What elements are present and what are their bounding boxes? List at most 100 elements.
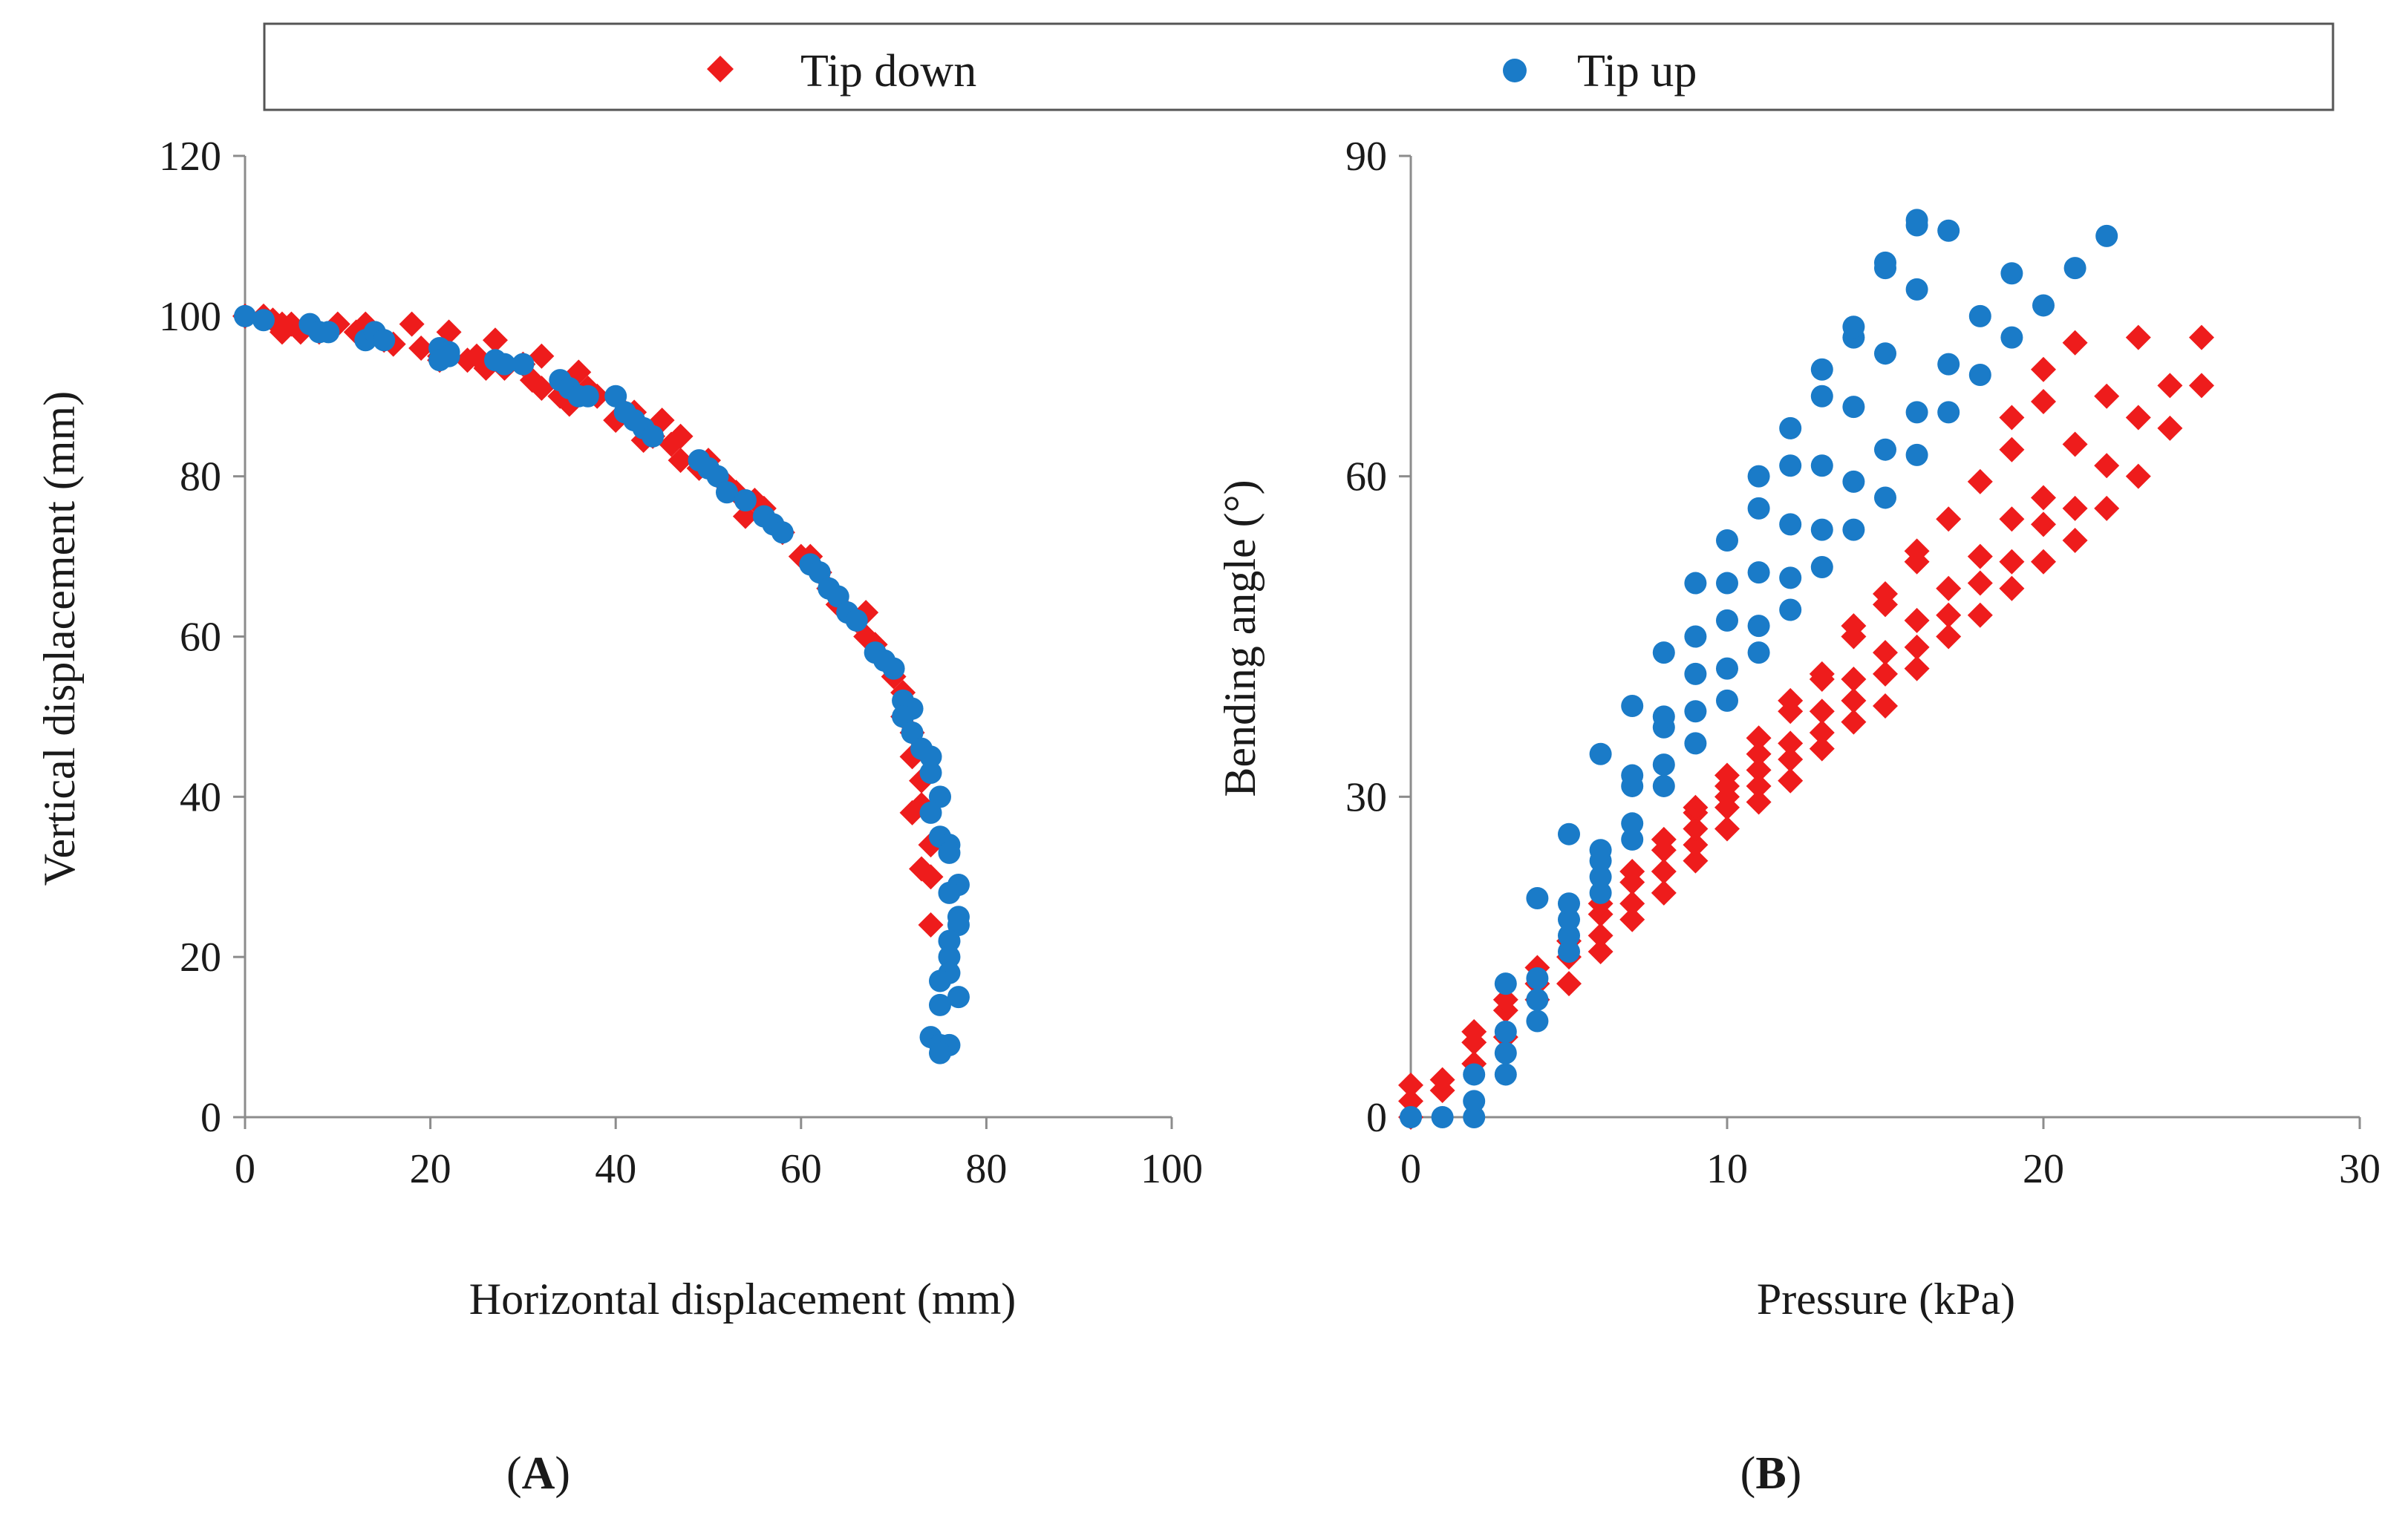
panel-b-point-tip-down — [1461, 1018, 1487, 1044]
panel-a-point-tip-down — [529, 343, 555, 369]
panel-b-point-tip-down — [2125, 463, 2151, 489]
panel-b-point-tip-down — [1746, 773, 1772, 799]
panel-a-x-tick-label: 0 — [235, 1146, 255, 1192]
panel-b-point-tip-down — [1904, 538, 1930, 564]
panel-a-point-tip-up — [919, 745, 942, 768]
panel-a-point-tip-down — [918, 912, 944, 938]
panel-b-point-tip-down — [1967, 543, 1993, 569]
panel-b-point-tip-down — [1556, 971, 1582, 997]
panel-b-point-tip-up — [2000, 326, 2023, 349]
panel-b-point-tip-down — [1967, 570, 1993, 596]
panel-b-point-tip-up — [2032, 294, 2055, 317]
panel-b-point-tip-up — [1779, 598, 1802, 621]
panel-b-point-tip-up — [1874, 438, 1896, 461]
panel-b-point-tip-down — [1398, 1072, 1423, 1098]
panel-b-point-tip-up — [1937, 353, 1960, 376]
panel-a-point-tip-up — [373, 329, 396, 352]
panel-b-point-tip-up — [1779, 454, 1802, 477]
panel-b-point-tip-down — [1936, 624, 1962, 650]
panel-b-point-tip-up — [1874, 486, 1896, 509]
panel-b-point-tip-down — [2031, 356, 2056, 382]
panel-b-point-tip-up — [1494, 1020, 1517, 1043]
panel-b-point-tip-up — [1652, 774, 1675, 797]
panel-b-point-tip-up — [1526, 887, 1549, 910]
panel-a-point-tip-down — [529, 375, 555, 401]
panel-b-point-tip-down — [2062, 330, 2088, 356]
panel-b-x-axis-label: Pressure (kPa) — [1757, 1275, 2015, 1324]
panel-b-point-tip-up — [1716, 529, 1738, 552]
panel-b-point-tip-down — [2031, 511, 2056, 537]
legend-label-tip-up: Tip up — [1577, 46, 1697, 97]
panel-b-caption-letter: B — [1755, 1448, 1786, 1499]
panel-b-point-tip-down — [2189, 373, 2214, 399]
panel-b-point-tip-down — [1841, 709, 1867, 735]
panel-b-point-tip-down — [1873, 693, 1898, 719]
panel-b-point-tip-up — [1968, 363, 1991, 386]
panel-b-caption-close: ) — [1787, 1448, 1802, 1499]
panel-b-point-tip-down — [2157, 373, 2183, 399]
panel-b-point-tip-up — [1810, 454, 1833, 477]
panel-b-point-tip-up — [1684, 700, 1707, 723]
panel-a-y-tick-label: 0 — [200, 1095, 221, 1141]
panel-b-point-tip-down — [1999, 506, 2025, 532]
panel-b-point-tip-down — [1936, 602, 1962, 628]
panel-b-point-tip-up — [1526, 966, 1549, 990]
panel-a-y-axis-label: Vertical displacement (mm) — [35, 391, 84, 886]
panel-b-caption-open: ( — [1740, 1448, 1756, 1499]
legend-frame — [263, 22, 2334, 111]
panel-b-x-tick-label: 0 — [1400, 1146, 1421, 1192]
panel-b-x-tick-label: 20 — [2023, 1146, 2064, 1192]
panel-b-point-tip-up — [1747, 561, 1770, 584]
panel-b-point-tip-down — [1999, 575, 2025, 601]
panel-b-point-tip-up — [1558, 892, 1580, 915]
panel-b-point-tip-up — [1589, 866, 1612, 889]
panel-b-point-tip-up — [1589, 881, 1612, 904]
panel-b-point-tip-up — [1874, 251, 1896, 274]
panel-b-point-tip-up — [1621, 812, 1644, 835]
panel-b-point-tip-down — [1683, 816, 1709, 842]
panel-a-point-tip-up — [929, 993, 951, 1016]
panel-b-point-tip-down — [1429, 1067, 1455, 1093]
panel-b-point-tip-down — [1746, 741, 1772, 767]
panel-a-point-tip-up — [252, 309, 275, 332]
panel-a-caption-open: ( — [506, 1448, 522, 1499]
panel-b-point-tip-down — [2031, 485, 2056, 511]
panel-b-point-tip-down — [1809, 720, 1835, 745]
panel-a-point-tip-up — [882, 657, 905, 680]
panel-b-point-tip-up — [1652, 753, 1675, 776]
panel-b-point-tip-up — [1779, 416, 1802, 439]
panel-b-point-tip-down — [2062, 528, 2088, 553]
panel-b-point-tip-down — [2062, 431, 2088, 457]
panel-b-point-tip-up — [1747, 465, 1770, 488]
panel-b-point-tip-up — [1494, 1063, 1517, 1086]
panel-a-point-tip-up — [938, 841, 961, 864]
panel-a-point-tip-up — [512, 353, 535, 376]
panel-b-point-tip-down — [1904, 607, 1930, 633]
panel-b-point-tip-down — [1999, 549, 2025, 575]
panel-b-point-tip-down — [1999, 405, 2025, 431]
panel-b-point-tip-down — [1398, 1088, 1423, 1114]
panel-a-point-tip-up — [642, 425, 665, 448]
panel-a-point-tip-up — [576, 385, 599, 408]
panel-b-point-tip-up — [1937, 219, 1960, 242]
panel-b-point-tip-down — [1967, 468, 1993, 494]
panel-a-x-tick-label: 60 — [780, 1146, 822, 1192]
panel-b-point-tip-up — [1526, 1010, 1549, 1033]
panel-a-caption-close: ) — [555, 1448, 570, 1499]
panel-b-point-tip-down — [1619, 859, 1645, 885]
panel-b-point-tip-down — [1841, 613, 1867, 639]
panel-b-point-tip-down — [1714, 762, 1740, 788]
panel-b-point-tip-up — [1842, 396, 1865, 419]
panel-a-point-tip-up — [947, 986, 970, 1009]
panel-b-point-tip-down — [2189, 324, 2214, 350]
panel-a-y-tick-label: 120 — [159, 134, 221, 180]
panel-a-point-tip-up — [493, 353, 516, 376]
panel-b-point-tip-down — [1746, 757, 1772, 783]
panel-b-point-tip-down — [1492, 987, 1518, 1013]
panel-b-point-tip-up — [1558, 940, 1580, 963]
panel-a-x-tick-label: 20 — [410, 1146, 451, 1192]
panel-b-point-tip-up — [1716, 572, 1738, 595]
panel-a-caption-letter: A — [522, 1448, 555, 1499]
panel-b-point-tip-up — [1968, 304, 1991, 327]
panel-b-point-tip-up — [1494, 1041, 1517, 1064]
